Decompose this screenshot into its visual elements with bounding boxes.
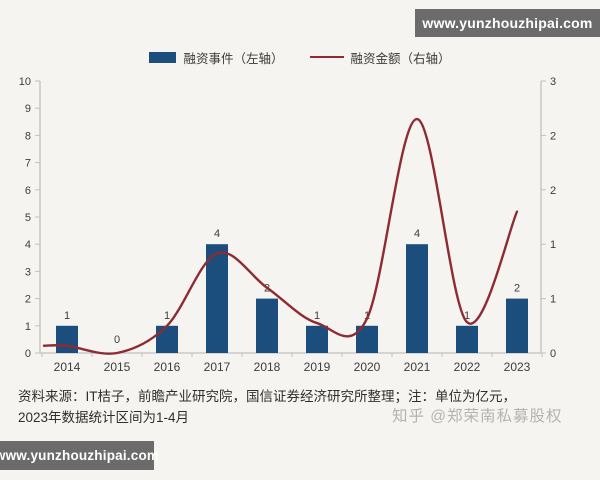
bar-value-label: 4 xyxy=(414,228,420,240)
bar-value-label: 1 xyxy=(164,310,170,322)
watermark-bottom-left: www.yunzhouzhipai.com xyxy=(0,441,159,470)
bar xyxy=(406,244,428,353)
bar xyxy=(56,325,78,353)
right-axis-tick-label: 0 xyxy=(550,348,556,360)
x-axis-label: 2016 xyxy=(154,360,181,374)
watermark-url: www.yunzhouzhipai.com xyxy=(422,15,593,31)
x-axis-label: 2019 xyxy=(304,360,331,374)
zhihu-watermark: 知乎 @郑荣南私募股权 xyxy=(392,408,563,425)
left-axis-tick-label: 4 xyxy=(25,239,31,251)
x-axis-label: 2015 xyxy=(104,360,131,374)
bar xyxy=(256,298,278,353)
left-axis-tick-label: 1 xyxy=(25,321,31,333)
bar xyxy=(506,298,528,353)
bar xyxy=(306,325,328,353)
right-axis-tick-label: 2 xyxy=(550,130,556,142)
line-swatch-icon xyxy=(309,55,344,59)
bar-value-label: 1 xyxy=(314,310,320,322)
right-axis-tick-label: 1 xyxy=(550,239,556,251)
bar-value-label: 1 xyxy=(464,310,470,322)
legend-label: 融资事件（左轴） xyxy=(183,51,284,66)
bar-value-label: 1 xyxy=(64,310,70,322)
left-axis-tick-label: 10 xyxy=(19,76,31,88)
legend-label: 融资金额（右轴） xyxy=(350,51,451,66)
right-axis-tick-label: 2 xyxy=(550,185,556,197)
x-axis-label: 2020 xyxy=(354,360,381,374)
chart-legend: 融资事件（左轴） 融资金额（右轴） xyxy=(0,48,600,66)
source-note-line2: 2023年数据统计区间为1-4月 xyxy=(18,410,190,425)
left-axis-tick-label: 3 xyxy=(25,266,31,278)
bar xyxy=(206,244,228,353)
watermark-url: www.yunzhouzhipai.com xyxy=(0,448,160,463)
source-note: 资料来源：IT桔子，前瞻产业研究院，国信证券经济研究所整理；注：单位为亿元， 2… xyxy=(18,386,590,428)
x-axis-label: 2017 xyxy=(204,360,231,374)
financing-amount-line xyxy=(42,117,519,355)
x-axis-label: 2022 xyxy=(454,360,481,374)
left-axis-tick-label: 7 xyxy=(25,158,31,170)
bar-value-label: 0 xyxy=(114,334,120,346)
x-axis-label: 2018 xyxy=(254,360,281,374)
left-axis-tick-label: 9 xyxy=(25,103,31,115)
bar-value-label: 2 xyxy=(514,283,520,295)
bar xyxy=(356,325,378,353)
right-axis-tick-label: 1 xyxy=(550,294,556,306)
bar xyxy=(456,325,478,353)
bar-swatch-icon xyxy=(149,51,177,63)
source-note-line1: 资料来源：IT桔子，前瞻产业研究院，国信证券经济研究所整理；注：单位为亿元， xyxy=(18,389,516,404)
bar xyxy=(156,325,178,353)
bar-value-label: 4 xyxy=(214,228,220,240)
left-axis-tick-label: 6 xyxy=(25,185,31,197)
left-axis-tick-label: 2 xyxy=(25,294,31,306)
left-axis-tick-label: 0 xyxy=(25,348,31,360)
left-axis-tick-label: 8 xyxy=(25,130,31,142)
x-axis-label: 2021 xyxy=(404,360,431,374)
legend-item-bar: 融资事件（左轴） xyxy=(149,48,284,67)
right-axis-tick-label: 3 xyxy=(550,76,556,88)
x-axis-label: 2023 xyxy=(504,360,531,374)
watermark-top-right: www.yunzhouzhipai.com xyxy=(415,9,600,37)
x-axis-label: 2014 xyxy=(54,360,81,374)
legend-item-line: 融资金额（右轴） xyxy=(309,48,451,67)
left-axis-tick-label: 5 xyxy=(25,212,31,224)
